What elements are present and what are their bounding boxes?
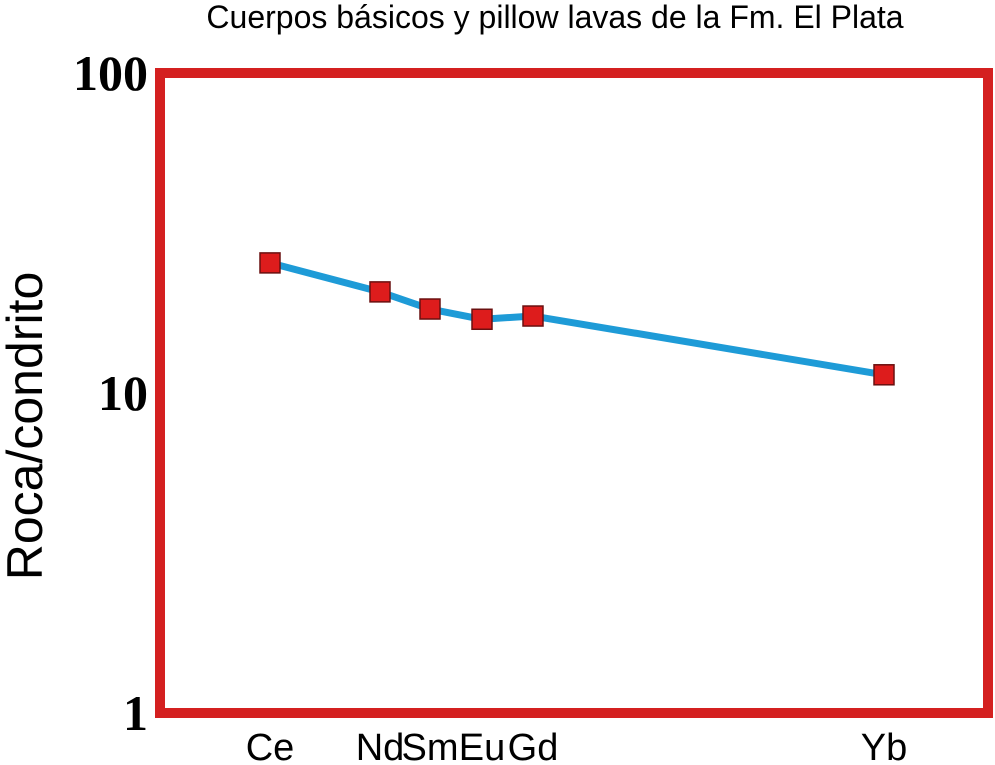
data-marker (259, 252, 281, 274)
data-marker (369, 281, 391, 303)
x-tick-label: Sm (402, 727, 459, 765)
x-tick-label: Nd (356, 727, 405, 765)
data-marker (471, 308, 493, 331)
y-axis-label: Roca/condrito (0, 272, 53, 581)
x-tick-label: Gd (508, 727, 559, 765)
plot-frame (155, 68, 993, 718)
data-marker (419, 298, 441, 320)
x-tick-label: Ce (246, 727, 295, 765)
data-marker (522, 305, 544, 327)
data-line (269, 259, 885, 379)
x-tick-label: Yb (861, 727, 907, 765)
x-tick-label: Eu (459, 727, 505, 765)
y-tick-label: 100 (73, 45, 148, 101)
chart-title: Cuerpos básicos y pillow lavas de la Fm.… (206, 0, 903, 35)
y-tick-label: 1 (123, 685, 148, 741)
data-marker (873, 364, 895, 386)
y-tick-label: 10 (98, 365, 148, 421)
